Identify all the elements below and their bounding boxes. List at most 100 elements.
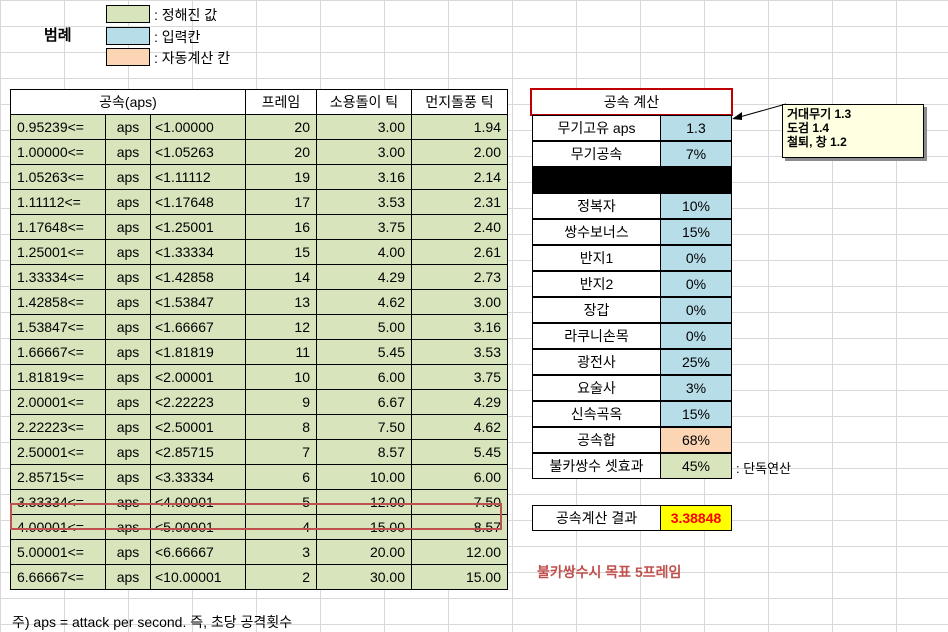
- aps-from-cell[interactable]: 1.17648<=: [10, 214, 106, 240]
- weapon-speed-input[interactable]: 7%: [660, 141, 732, 167]
- aps-to-cell[interactable]: <1.25001: [150, 214, 246, 240]
- result-value[interactable]: 3.38848: [660, 505, 732, 531]
- frame-cell[interactable]: 5: [245, 489, 317, 515]
- aps-to-cell[interactable]: <2.50001: [150, 414, 246, 440]
- aps-to-cell[interactable]: <1.53847: [150, 289, 246, 315]
- aps-to-cell[interactable]: <1.66667: [150, 314, 246, 340]
- frame-cell[interactable]: 9: [245, 389, 317, 415]
- aps-to-cell[interactable]: <2.22223: [150, 389, 246, 415]
- speed-item-input[interactable]: 3%: [660, 375, 732, 401]
- frame-cell[interactable]: 10: [245, 364, 317, 390]
- dust-devil-tick-cell[interactable]: 2.61: [411, 239, 508, 265]
- whirlwind-tick-cell[interactable]: 5.45: [316, 339, 412, 365]
- dust-devil-tick-cell[interactable]: 8.57: [411, 514, 508, 540]
- whirlwind-tick-cell[interactable]: 4.00: [316, 239, 412, 265]
- dust-devil-tick-cell[interactable]: 3.00: [411, 289, 508, 315]
- whirlwind-tick-cell[interactable]: 6.67: [316, 389, 412, 415]
- aps-unit-cell[interactable]: aps: [105, 364, 151, 390]
- frame-cell[interactable]: 17: [245, 189, 317, 215]
- aps-unit-cell[interactable]: aps: [105, 239, 151, 265]
- aps-from-cell[interactable]: 0.95239<=: [10, 114, 106, 140]
- whirlwind-tick-cell[interactable]: 4.62: [316, 289, 412, 315]
- aps-to-cell[interactable]: <4.00001: [150, 489, 246, 515]
- frame-cell[interactable]: 6: [245, 464, 317, 490]
- aps-to-cell[interactable]: <1.05263: [150, 139, 246, 165]
- frame-cell[interactable]: 7: [245, 439, 317, 465]
- whirlwind-tick-cell[interactable]: 3.00: [316, 114, 412, 140]
- dust-devil-tick-cell[interactable]: 2.14: [411, 164, 508, 190]
- whirlwind-tick-cell[interactable]: 8.57: [316, 439, 412, 465]
- whirlwind-tick-cell[interactable]: 10.00: [316, 464, 412, 490]
- aps-unit-cell[interactable]: aps: [105, 139, 151, 165]
- frame-cell[interactable]: 2: [245, 564, 317, 590]
- whirlwind-tick-cell[interactable]: 4.29: [316, 264, 412, 290]
- dust-devil-tick-cell[interactable]: 7.50: [411, 489, 508, 515]
- aps-from-cell[interactable]: 1.53847<=: [10, 314, 106, 340]
- aps-from-cell[interactable]: 4.00001<=: [10, 514, 106, 540]
- aps-from-cell[interactable]: 1.00000<=: [10, 139, 106, 165]
- frame-cell[interactable]: 13: [245, 289, 317, 315]
- aps-to-cell[interactable]: <1.00000: [150, 114, 246, 140]
- total-speed-value[interactable]: 68%: [660, 427, 732, 453]
- dust-devil-tick-cell[interactable]: 2.00: [411, 139, 508, 165]
- aps-unit-cell[interactable]: aps: [105, 314, 151, 340]
- dust-devil-tick-cell[interactable]: 2.40: [411, 214, 508, 240]
- aps-unit-cell[interactable]: aps: [105, 264, 151, 290]
- frame-cell[interactable]: 15: [245, 239, 317, 265]
- weapon-aps-input[interactable]: 1.3: [660, 115, 732, 141]
- comment-note[interactable]: 거대무기 1.3 도검 1.4 철퇴, 창 1.2: [782, 104, 924, 158]
- aps-from-cell[interactable]: 2.00001<=: [10, 389, 106, 415]
- frame-cell[interactable]: 14: [245, 264, 317, 290]
- aps-to-cell[interactable]: <1.33334: [150, 239, 246, 265]
- frame-cell[interactable]: 19: [245, 164, 317, 190]
- whirlwind-tick-cell[interactable]: 20.00: [316, 539, 412, 565]
- dust-devil-tick-cell[interactable]: 2.31: [411, 189, 508, 215]
- aps-unit-cell[interactable]: aps: [105, 214, 151, 240]
- whirlwind-tick-cell[interactable]: 3.53: [316, 189, 412, 215]
- whirlwind-tick-cell[interactable]: 15.00: [316, 514, 412, 540]
- aps-to-cell[interactable]: <5.00001: [150, 514, 246, 540]
- frame-cell[interactable]: 3: [245, 539, 317, 565]
- frame-cell[interactable]: 20: [245, 114, 317, 140]
- aps-from-cell[interactable]: 2.85715<=: [10, 464, 106, 490]
- aps-unit-cell[interactable]: aps: [105, 439, 151, 465]
- frame-cell[interactable]: 16: [245, 214, 317, 240]
- aps-unit-cell[interactable]: aps: [105, 339, 151, 365]
- aps-to-cell[interactable]: <1.42858: [150, 264, 246, 290]
- aps-to-cell[interactable]: <3.33334: [150, 464, 246, 490]
- whirlwind-tick-cell[interactable]: 3.16: [316, 164, 412, 190]
- aps-from-cell[interactable]: 1.25001<=: [10, 239, 106, 265]
- speed-item-input[interactable]: 10%: [660, 193, 732, 219]
- aps-from-cell[interactable]: 1.42858<=: [10, 289, 106, 315]
- aps-unit-cell[interactable]: aps: [105, 564, 151, 590]
- speed-item-input[interactable]: 15%: [660, 219, 732, 245]
- dust-devil-tick-cell[interactable]: 4.62: [411, 414, 508, 440]
- aps-unit-cell[interactable]: aps: [105, 114, 151, 140]
- frame-cell[interactable]: 12: [245, 314, 317, 340]
- aps-from-cell[interactable]: 5.00001<=: [10, 539, 106, 565]
- aps-from-cell[interactable]: 6.66667<=: [10, 564, 106, 590]
- aps-unit-cell[interactable]: aps: [105, 514, 151, 540]
- dust-devil-tick-cell[interactable]: 6.00: [411, 464, 508, 490]
- aps-to-cell[interactable]: <1.11112: [150, 164, 246, 190]
- whirlwind-tick-cell[interactable]: 3.00: [316, 139, 412, 165]
- aps-unit-cell[interactable]: aps: [105, 539, 151, 565]
- whirlwind-tick-cell[interactable]: 6.00: [316, 364, 412, 390]
- dust-devil-tick-cell[interactable]: 1.94: [411, 114, 508, 140]
- dust-devil-tick-cell[interactable]: 3.16: [411, 314, 508, 340]
- speed-item-input[interactable]: 0%: [660, 323, 732, 349]
- whirlwind-tick-cell[interactable]: 3.75: [316, 214, 412, 240]
- aps-to-cell[interactable]: <6.66667: [150, 539, 246, 565]
- speed-item-input[interactable]: 0%: [660, 297, 732, 323]
- set-effect-value[interactable]: 45%: [660, 453, 732, 479]
- whirlwind-tick-cell[interactable]: 5.00: [316, 314, 412, 340]
- aps-unit-cell[interactable]: aps: [105, 464, 151, 490]
- aps-unit-cell[interactable]: aps: [105, 164, 151, 190]
- aps-unit-cell[interactable]: aps: [105, 414, 151, 440]
- frame-cell[interactable]: 11: [245, 339, 317, 365]
- aps-unit-cell[interactable]: aps: [105, 289, 151, 315]
- dust-devil-tick-cell[interactable]: 15.00: [411, 564, 508, 590]
- aps-to-cell[interactable]: <2.00001: [150, 364, 246, 390]
- dust-devil-tick-cell[interactable]: 2.73: [411, 264, 508, 290]
- dust-devil-tick-cell[interactable]: 4.29: [411, 389, 508, 415]
